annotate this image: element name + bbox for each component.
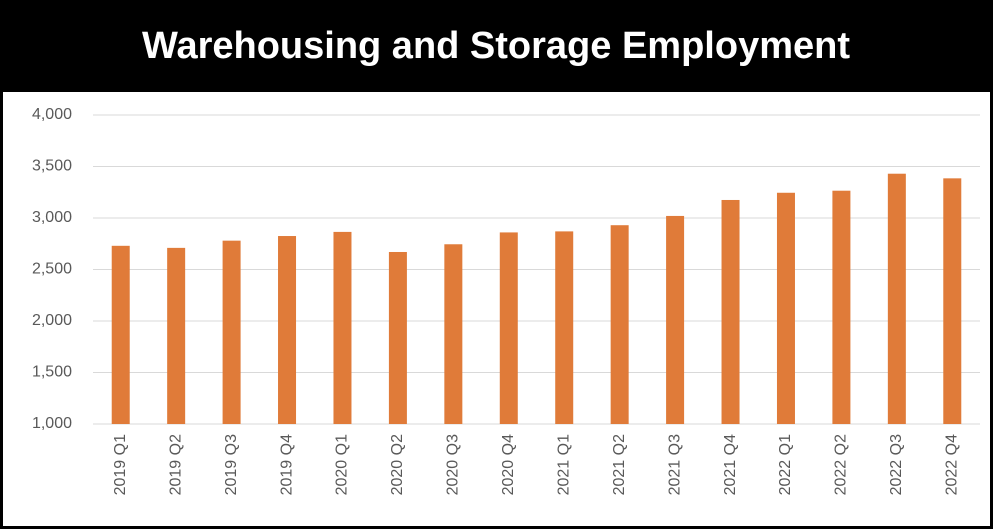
bar bbox=[388, 251, 407, 424]
x-tick-label: 2019 Q2 bbox=[167, 434, 184, 495]
x-tick-label: 2020 Q2 bbox=[389, 434, 406, 495]
x-tick-label: 2022 Q4 bbox=[944, 434, 961, 495]
bar bbox=[832, 190, 851, 424]
bar bbox=[776, 192, 795, 424]
bar bbox=[555, 231, 574, 424]
bar bbox=[167, 247, 186, 424]
bar bbox=[222, 240, 241, 424]
y-tick-label: 4,000 bbox=[32, 106, 72, 123]
x-tick-label: 2021 Q1 bbox=[555, 434, 572, 495]
x-tick-label: 2020 Q4 bbox=[500, 434, 517, 495]
x-tick-label: 2022 Q2 bbox=[833, 434, 850, 495]
bar bbox=[333, 231, 352, 424]
x-tick-label: 2019 Q3 bbox=[223, 434, 240, 495]
bar bbox=[721, 199, 740, 424]
title-banner bbox=[0, 0, 993, 92]
y-tick-label: 1,000 bbox=[32, 415, 72, 432]
x-tick-label: 2022 Q3 bbox=[888, 434, 905, 495]
y-tick-label: 1,500 bbox=[32, 364, 72, 381]
y-tick-label: 3,000 bbox=[32, 209, 72, 226]
x-tick-label: 2020 Q1 bbox=[334, 434, 351, 495]
x-tick-label: 2022 Q1 bbox=[777, 434, 794, 495]
x-tick-label: 2020 Q3 bbox=[445, 434, 462, 495]
bar bbox=[666, 215, 685, 424]
bar bbox=[943, 178, 962, 424]
x-tick-label: 2021 Q4 bbox=[722, 434, 739, 495]
x-tick-label: 2021 Q3 bbox=[666, 434, 683, 495]
x-tick-label: 2019 Q1 bbox=[112, 434, 129, 495]
y-tick-label: 3,500 bbox=[32, 158, 72, 175]
x-tick-label: 2021 Q2 bbox=[611, 434, 628, 495]
bar bbox=[111, 245, 130, 424]
x-tick-label: 2019 Q4 bbox=[278, 434, 295, 495]
bar bbox=[887, 173, 906, 424]
bar bbox=[610, 225, 629, 424]
chart-title: Warehousing and Storage Employment bbox=[142, 25, 850, 67]
y-tick-label: 2,500 bbox=[32, 261, 72, 278]
bar bbox=[444, 244, 463, 424]
bar bbox=[499, 232, 518, 424]
y-tick-label: 2,000 bbox=[32, 312, 72, 329]
bar bbox=[278, 236, 297, 424]
